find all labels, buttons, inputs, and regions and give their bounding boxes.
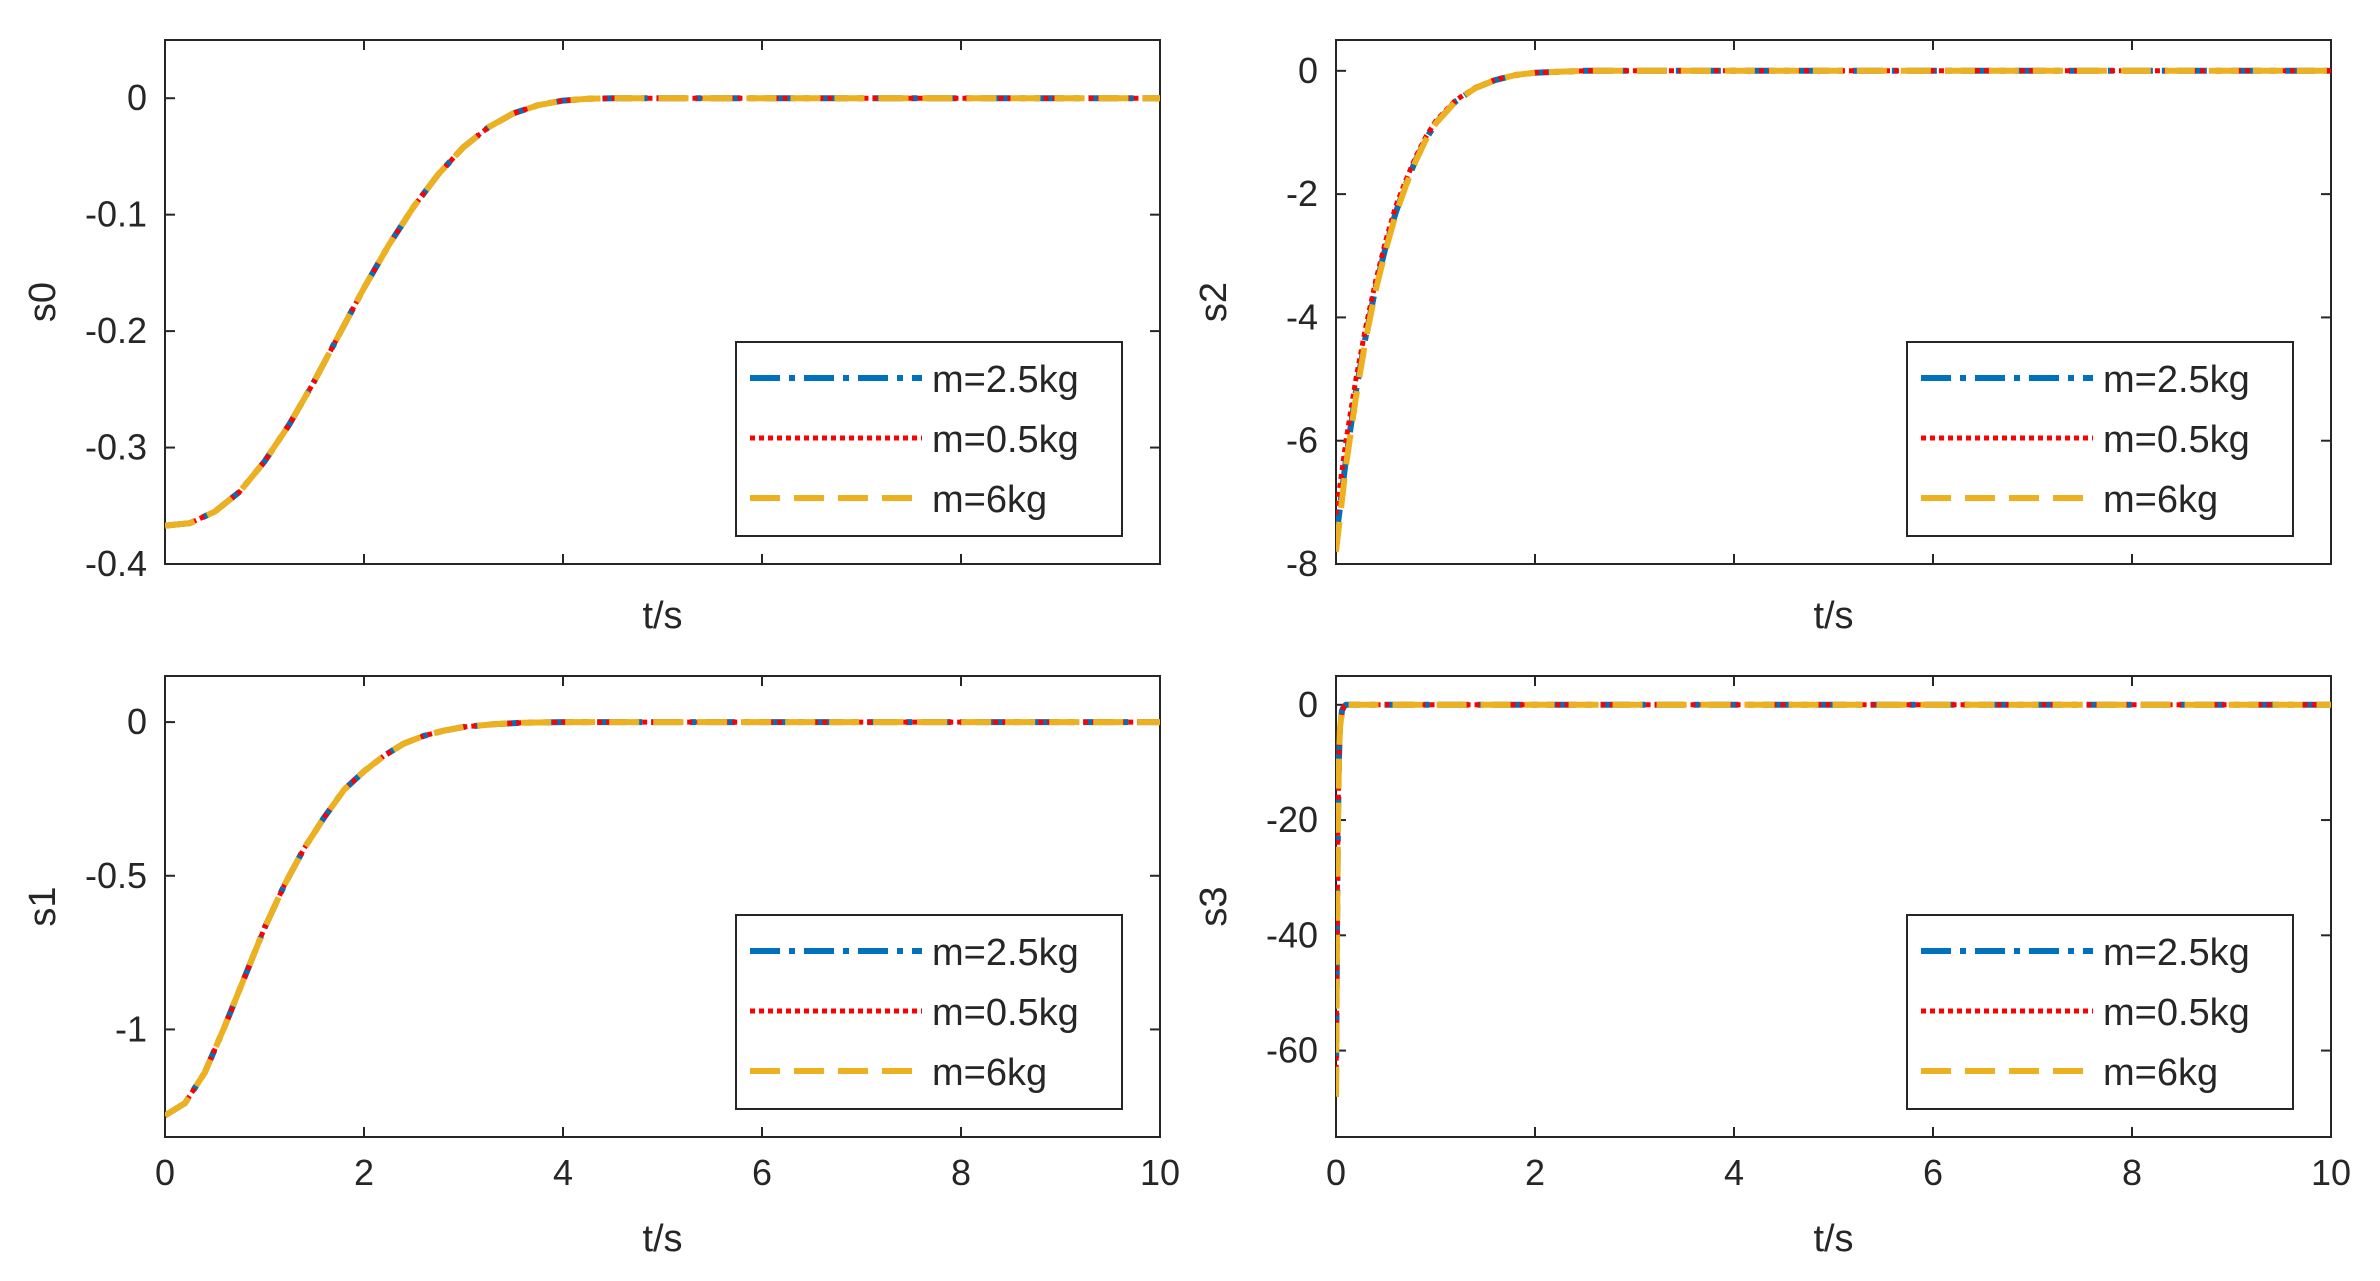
- x-tick-label: 6: [752, 1152, 772, 1193]
- x-axis-label: t/s: [642, 1218, 682, 1260]
- x-tick-label: 10: [2311, 1152, 2351, 1193]
- legend-label: m=6kg: [2103, 479, 2218, 521]
- legend: m=2.5kg m=0.5kg m=6kg: [735, 914, 1123, 1110]
- series-group: [165, 719, 1160, 1119]
- x-tick-label: 10: [1140, 1152, 1180, 1193]
- x-axis-label: t/s: [1813, 1218, 1853, 1260]
- y-tick-label: -8: [1286, 543, 1318, 584]
- y-axis-label: s2: [1193, 282, 1235, 322]
- y-tick-label: -0.3: [85, 427, 147, 468]
- y-tick-label: -6: [1286, 420, 1318, 461]
- legend-box: [1906, 914, 2294, 1110]
- series-group: [1336, 701, 2331, 1097]
- series-line-m=6kg: [1336, 67, 2331, 553]
- legend-box: [1906, 341, 2294, 537]
- x-tick-label: 0: [155, 1152, 175, 1193]
- legend-label: m=6kg: [932, 479, 1047, 521]
- y-tick-label: -40: [1266, 914, 1318, 955]
- y-tick-label: 0: [127, 701, 147, 742]
- legend-label: m=0.5kg: [2103, 992, 2250, 1034]
- y-tick-label: -0.4: [85, 543, 147, 584]
- legend-box: [735, 341, 1123, 537]
- legend-box: [735, 914, 1123, 1110]
- x-tick-label: 8: [951, 1152, 971, 1193]
- series-line-m=6kg: [165, 719, 1160, 1119]
- x-tick-label: 6: [1923, 1152, 1943, 1193]
- legend-label: m=2.5kg: [932, 359, 1079, 401]
- legend-label: m=6kg: [2103, 1052, 2218, 1094]
- panel-s2: 0 -2 -4 -6 -8 t/s s2 m=2.5kg m=0.5kg m=6kg: [1193, 39, 2332, 637]
- legend-label: m=0.5kg: [932, 419, 1079, 461]
- series-group: [165, 95, 1160, 529]
- x-tick-label: 2: [354, 1152, 374, 1193]
- x-tick-label: 4: [1724, 1152, 1744, 1193]
- y-tick-label: -2: [1286, 173, 1318, 214]
- x-tick-label: 4: [553, 1152, 573, 1193]
- y-tick-label: -1: [115, 1008, 147, 1049]
- x-tick-label: 2: [1525, 1152, 1545, 1193]
- legend: m=2.5kg m=0.5kg m=6kg: [1906, 341, 2294, 537]
- y-tick-label: 0: [127, 77, 147, 118]
- y-tick-label: -0.2: [85, 310, 147, 351]
- y-axis-label: s1: [22, 886, 64, 926]
- y-tick-label: -0.1: [85, 194, 147, 235]
- x-tick-label: 8: [2122, 1152, 2142, 1193]
- y-tick-label: 0: [1298, 50, 1318, 91]
- series-line-m=6kg: [165, 95, 1160, 529]
- panel-s3: 0 2 4 6 8 10 0 -20 -40 -60 t/s s3 m=2.5kg m=0.5kg m=6k…: [1193, 675, 2351, 1260]
- legend-label: m=0.5kg: [932, 992, 1079, 1034]
- series-line-m=0.5kg: [1336, 702, 2331, 1097]
- y-tick-label: 0: [1298, 684, 1318, 725]
- y-tick-label: -4: [1286, 296, 1318, 337]
- y-axis-label: s3: [1193, 886, 1235, 926]
- y-axis-label: s0: [22, 282, 64, 322]
- x-axis-label: t/s: [1813, 595, 1853, 637]
- y-tick-label: -0.5: [85, 855, 147, 896]
- series-group: [1336, 67, 2331, 553]
- legend-label: m=0.5kg: [2103, 419, 2250, 461]
- y-tick-label: -20: [1266, 799, 1318, 840]
- legend: m=2.5kg m=0.5kg m=6kg: [1906, 914, 2294, 1110]
- y-tick-label: -60: [1266, 1030, 1318, 1071]
- panel-s0: 0 -0.1 -0.2 -0.3 -0.4 t/s s0 m=2.5kg m=0.5kg m=6k…: [22, 39, 1161, 637]
- legend-label: m=2.5kg: [932, 932, 1079, 974]
- x-tick-label: 0: [1326, 1152, 1346, 1193]
- x-axis-label: t/s: [642, 595, 682, 637]
- legend-label: m=2.5kg: [2103, 359, 2250, 401]
- legend-label: m=6kg: [932, 1052, 1047, 1094]
- legend-label: m=2.5kg: [2103, 932, 2250, 974]
- legend: m=2.5kg m=0.5kg m=6kg: [735, 341, 1123, 537]
- panel-s1: 0 2 4 6 8 10 0 -0.5 -1 t/s s1 m=2.5kg m=0.5kg m=6kg: [22, 675, 1180, 1260]
